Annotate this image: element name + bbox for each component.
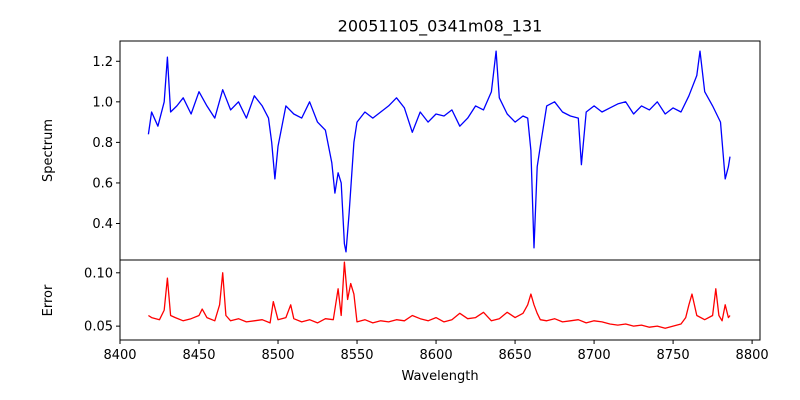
error-y-tick-label: 0.05 [84,320,113,335]
error-y-tick-label: 0.10 [84,266,113,281]
error-x-tick-label: 8450 [182,348,215,363]
error-series-line-0 [148,261,731,329]
wavelength-axis-label: Wavelength [401,369,478,384]
chart-title: 20051105_0341m08_131 [338,17,543,37]
spectrum-y-tick-label: 1.0 [92,95,113,110]
error-x-tick-label: 8400 [103,348,136,363]
error-x-tick-label: 8750 [657,348,690,363]
spectrum-y-tick-label: 1.2 [92,55,113,70]
error-x-tick-label: 8550 [340,348,373,363]
spectrum-y-tick-label: 0.6 [92,176,113,191]
error-x-tick-label: 8500 [261,348,294,363]
spectrum-axes-frame [119,40,761,261]
spectrum-y-tick-label: 0.4 [92,217,113,232]
error-x-tick-label: 8800 [736,348,769,363]
spectrum-series-line-0 [147,50,731,253]
error-panel: Error Wavelength 0.05 0.10 8400 8450 8500 855… [41,259,769,384]
spectrum-panel: Spectrum 0.4 0.6 0.8 1.0 1.2 [41,40,761,261]
spectrum-axis-label: Spectrum [41,119,56,182]
spectrum-y-tick-label: 0.8 [92,136,113,151]
error-x-tick-label: 8650 [499,348,532,363]
error-x-tick-label: 8700 [578,348,611,363]
error-axis-label: Error [41,284,56,316]
error-x-tick-label: 8600 [420,348,453,363]
error-axes-frame [119,259,761,341]
